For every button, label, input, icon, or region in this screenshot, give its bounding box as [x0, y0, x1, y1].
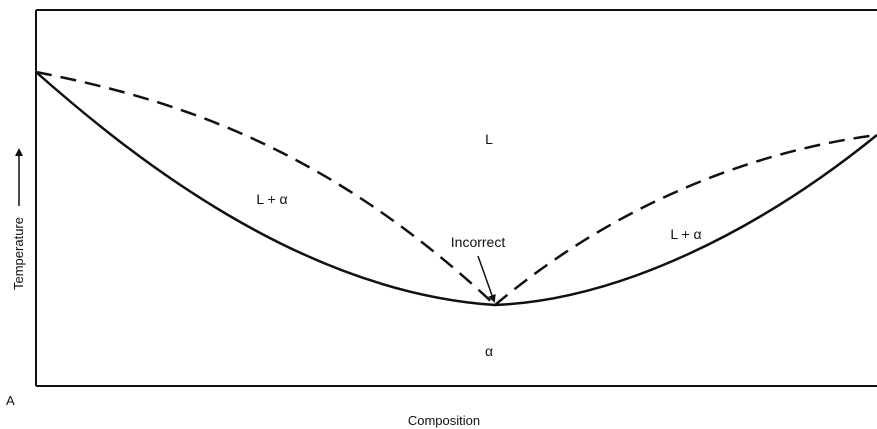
- region-label-alpha: α: [485, 343, 493, 359]
- region-label-liquid: L: [485, 131, 493, 147]
- x-start-label: A: [6, 393, 15, 408]
- x-axis-label: Composition: [408, 413, 480, 428]
- liquidus-curve-right: [494, 133, 877, 306]
- incorrect-arrow: [477, 255, 496, 303]
- region-label-liquid-alpha-left: L + α: [256, 191, 287, 207]
- y-axis-label-group: Temperature: [11, 148, 26, 290]
- region-label-liquid-alpha-right: L + α: [670, 226, 701, 242]
- plot-frame: [35, 9, 877, 387]
- y-axis-label: Temperature: [11, 217, 26, 290]
- annotation-incorrect: Incorrect: [451, 234, 506, 250]
- solidus-curve: [35, 71, 877, 307]
- liquidus-curve-left: [35, 70, 496, 306]
